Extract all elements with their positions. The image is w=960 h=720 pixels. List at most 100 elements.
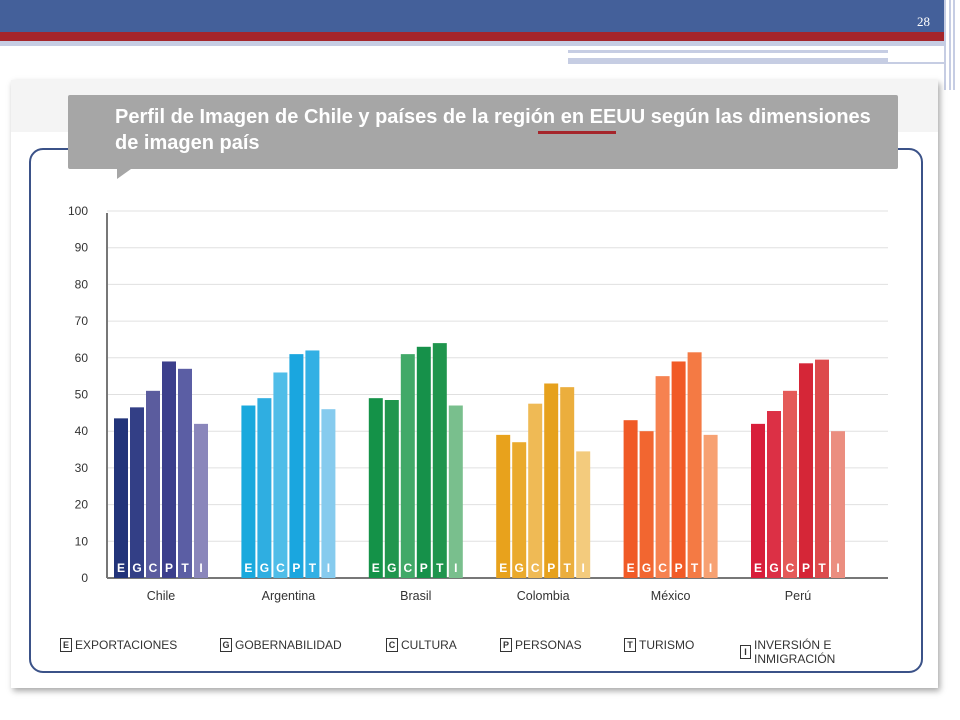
bar-g (257, 398, 272, 578)
bar-g (130, 407, 144, 578)
legend-label: GOBERNABILIDAD (235, 638, 342, 652)
y-tick-label: 70 (75, 314, 89, 328)
bar-letter: T (436, 561, 444, 575)
bar-t (305, 350, 320, 578)
bar-t (560, 387, 575, 578)
decor-rule (775, 62, 945, 64)
bar-t (432, 343, 447, 578)
bar-letter: E (117, 561, 125, 575)
bar-i (194, 423, 208, 578)
bar-letter: I (836, 561, 839, 575)
x-category-label: México (651, 589, 691, 603)
bar-i (703, 434, 718, 578)
bar-letter: I (709, 561, 712, 575)
legend-item: T TURISMO (624, 638, 694, 652)
x-category-label: Colombia (517, 589, 570, 603)
bar-e (751, 423, 765, 578)
legend-label: INVERSIÓN E INMIGRACIÓN (754, 638, 836, 666)
slide-header-stripe (0, 32, 945, 41)
decor-rule (568, 58, 888, 64)
bar-letter: I (582, 561, 585, 575)
bar-letter: C (149, 561, 158, 575)
bar-p (544, 383, 559, 578)
bar-e (368, 398, 383, 578)
y-tick-label: 60 (75, 351, 89, 365)
bar-t (815, 359, 829, 578)
bar-c (273, 372, 288, 578)
x-category-label: Argentina (262, 589, 316, 603)
bar-letter: C (658, 561, 667, 575)
decor-vertical-line (953, 0, 955, 90)
bar-c (400, 354, 415, 578)
bar-e (241, 405, 256, 578)
bar-letter: C (786, 561, 795, 575)
decor-vertical-line (944, 0, 946, 90)
bar-letter: G (642, 561, 651, 575)
bar-p (289, 354, 304, 578)
chart-legend: E EXPORTACIONES G GOBERNABILIDAD C CULTURA P PE… (60, 638, 900, 666)
bar-c (783, 390, 797, 578)
bar-letter: E (372, 561, 380, 575)
bar-e (623, 420, 638, 578)
bar-letter: T (309, 561, 317, 575)
legend-item: G GOBERNABILIDAD (220, 638, 342, 652)
bar-p (799, 363, 813, 578)
slide-header-bar (0, 0, 945, 32)
bar-e (114, 418, 128, 578)
bar-g (639, 431, 654, 578)
bar-letter: P (802, 561, 810, 575)
legend-key: C (386, 638, 398, 652)
bar-i (576, 451, 591, 578)
bar-letter: T (691, 561, 699, 575)
bar-letter: T (181, 561, 189, 575)
y-tick-label: 40 (75, 424, 89, 438)
bar-letter: G (387, 561, 396, 575)
bar-letter: I (327, 561, 330, 575)
legend-item: C CULTURA (386, 638, 457, 652)
y-tick-label: 50 (75, 388, 89, 402)
legend-item: I INVERSIÓN E INMIGRACIÓN (740, 638, 900, 666)
bar-p (671, 361, 686, 578)
bar-letter: C (276, 561, 285, 575)
x-category-label: Chile (147, 589, 176, 603)
y-tick-label: 20 (75, 498, 89, 512)
bar-i (448, 405, 463, 578)
bar-i (831, 431, 845, 578)
y-tick-label: 10 (75, 534, 89, 548)
bar-letter: I (199, 561, 202, 575)
bar-letter: P (547, 561, 555, 575)
bar-c (528, 403, 543, 578)
bar-p (416, 346, 431, 578)
title-callout-tail (117, 169, 131, 179)
bar-letter: I (454, 561, 457, 575)
bar-p (162, 361, 176, 578)
y-tick-label: 90 (75, 241, 89, 255)
legend-item: P PERSONAS (500, 638, 582, 652)
chart-title: Perfil de Imagen de Chile y países de la… (68, 95, 898, 169)
legend-item: E EXPORTACIONES (60, 638, 177, 652)
legend-label: TURISMO (639, 638, 695, 652)
decor-vertical-line (949, 0, 951, 90)
legend-label: PERSONAS (515, 638, 582, 652)
bar-g (512, 442, 527, 578)
slide-header-band (0, 41, 945, 46)
title-highlight-underline (538, 131, 616, 134)
legend-key: E (60, 638, 72, 652)
bar-e (496, 434, 511, 578)
bar-i (321, 409, 336, 578)
bar-letter: E (627, 561, 635, 575)
legend-label: EXPORTACIONES (75, 638, 178, 652)
bar-letter: C (403, 561, 412, 575)
y-tick-label: 0 (81, 571, 88, 585)
legend-key: I (740, 645, 752, 659)
bar-letter: G (515, 561, 524, 575)
bar-t (178, 368, 192, 578)
bar-letter: E (244, 561, 252, 575)
bar-letter: P (420, 561, 428, 575)
legend-key: G (220, 638, 232, 652)
bar-letter: T (818, 561, 826, 575)
bar-letter: E (754, 561, 762, 575)
bar-letter: P (292, 561, 300, 575)
legend-label: CULTURA (401, 638, 457, 652)
